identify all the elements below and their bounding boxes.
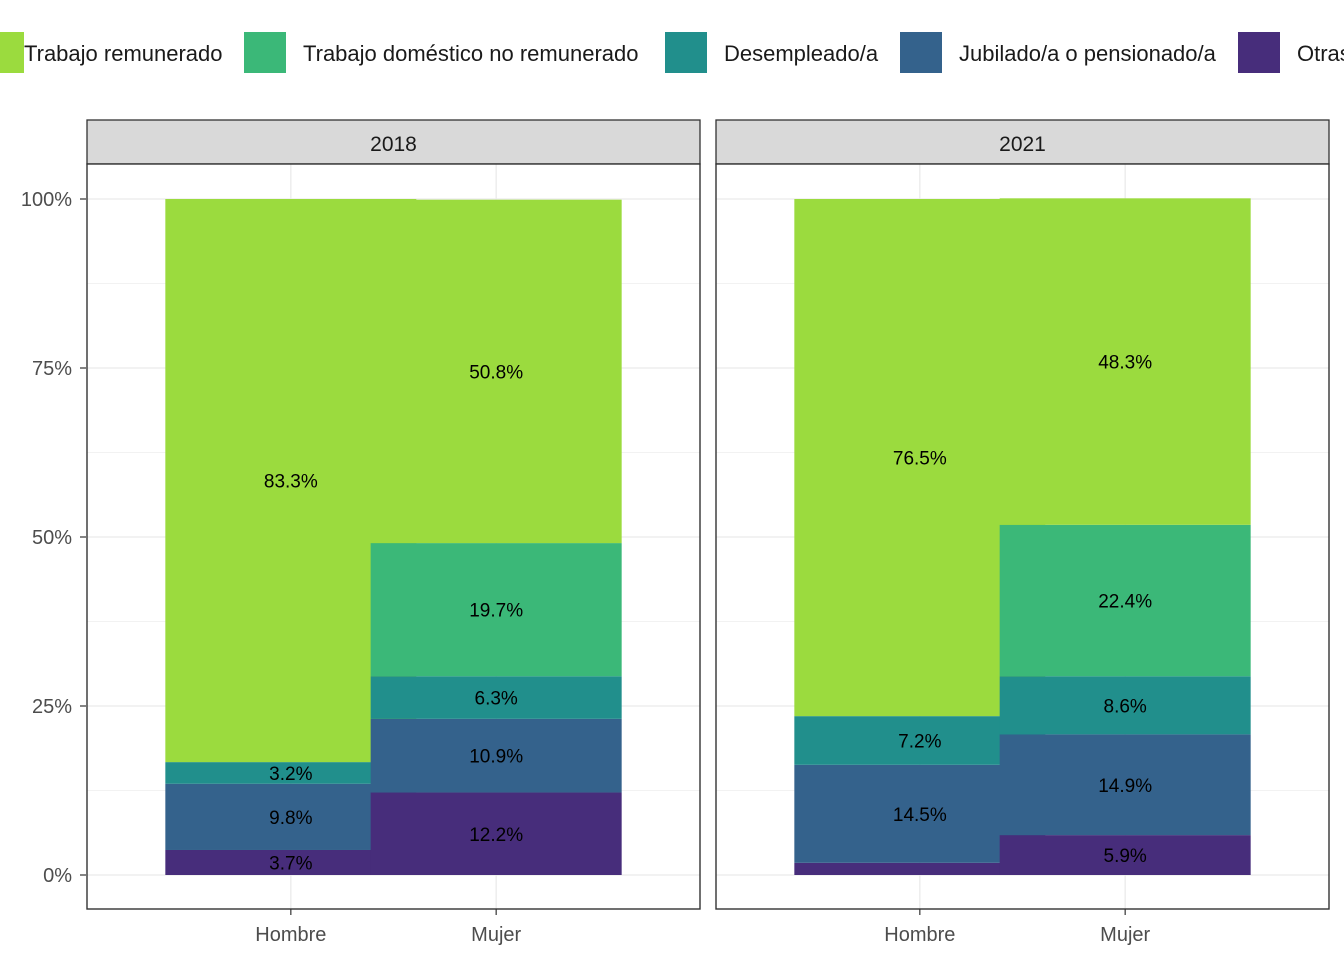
legend-swatch-0 bbox=[0, 32, 24, 73]
legend-label-0: Trabajo remunerado bbox=[24, 41, 223, 66]
x-tick-label-2018-Mujer: Mujer bbox=[471, 924, 521, 946]
y-tick-label-4: 100% bbox=[21, 189, 72, 211]
bar-segment-2018-Mujer-0 bbox=[370, 199, 622, 544]
bar-segment-2021-Hombre-4 bbox=[794, 862, 1046, 875]
legend-label-2: Desempleado/a bbox=[724, 41, 879, 66]
legend-label-1: Trabajo doméstico no remunerado bbox=[303, 41, 638, 66]
bar-label-2018-Hombre-3: 9.8% bbox=[269, 808, 312, 829]
x-tick-label-2021-Mujer: Mujer bbox=[1100, 924, 1150, 946]
facet-title-0: 2018 bbox=[370, 133, 417, 156]
facet-strip-1 bbox=[715, 119, 1330, 165]
bar-label-2021-Hombre-2: 7.2% bbox=[898, 731, 941, 752]
x-tick-label-2021-Hombre: Hombre bbox=[884, 924, 955, 946]
x-tick-label-2018-Hombre: Hombre bbox=[255, 924, 326, 946]
bar-label-2021-Mujer-3: 14.9% bbox=[1098, 776, 1152, 797]
legend-swatch-3 bbox=[900, 32, 942, 73]
bar-segment-2018-Mujer-4 bbox=[370, 792, 622, 875]
bar-segment-2018-Hombre-2 bbox=[165, 762, 417, 784]
facet-title-1: 2021 bbox=[999, 133, 1046, 156]
bar-label-2021-Mujer-2: 8.6% bbox=[1104, 696, 1147, 717]
panel-border-1 bbox=[715, 163, 1330, 910]
bar-label-2018-Mujer-4: 12.2% bbox=[469, 825, 523, 846]
bar-segment-2021-Mujer-1 bbox=[999, 524, 1251, 677]
bar-label-2021-Mujer-4: 5.9% bbox=[1104, 846, 1147, 867]
y-tick-label-0: 0% bbox=[43, 865, 72, 887]
bar-label-2021-Hombre-0: 76.5% bbox=[893, 449, 947, 470]
legend-swatch-4 bbox=[1238, 32, 1280, 73]
facet-strip-0 bbox=[86, 119, 701, 165]
legend-label-3: Jubilado/a o pensionado/a bbox=[959, 41, 1217, 66]
bar-segment-2018-Mujer-1 bbox=[370, 543, 622, 677]
bar-label-2018-Mujer-3: 10.9% bbox=[469, 747, 523, 768]
legend-swatch-1 bbox=[244, 32, 286, 73]
bar-label-2021-Mujer-0: 48.3% bbox=[1098, 353, 1152, 374]
legend-swatch-2 bbox=[665, 32, 707, 73]
bar-segment-2018-Mujer-2 bbox=[370, 676, 622, 719]
bar-segment-2021-Mujer-4 bbox=[999, 835, 1251, 875]
bar-segment-2021-Mujer-0 bbox=[999, 198, 1251, 525]
bar-label-2018-Mujer-1: 19.7% bbox=[469, 601, 523, 622]
y-tick-label-1: 25% bbox=[32, 696, 72, 718]
bar-label-2021-Hombre-3: 14.5% bbox=[893, 805, 947, 826]
y-tick-label-3: 75% bbox=[32, 358, 72, 380]
bar-segment-2021-Mujer-3 bbox=[999, 734, 1251, 836]
bar-label-2018-Hombre-4: 3.7% bbox=[269, 853, 312, 874]
bar-segment-2021-Mujer-2 bbox=[999, 676, 1251, 735]
panel-border-0 bbox=[86, 163, 701, 910]
bar-label-2018-Hombre-2: 3.2% bbox=[269, 764, 312, 785]
bar-label-2018-Mujer-2: 6.3% bbox=[475, 689, 518, 710]
bar-label-2018-Hombre-0: 83.3% bbox=[264, 472, 318, 493]
bar-segment-2018-Mujer-3 bbox=[370, 718, 622, 793]
y-tick-label-2: 50% bbox=[32, 527, 72, 549]
bar-label-2018-Mujer-0: 50.8% bbox=[469, 362, 523, 383]
legend-label-4: Otras bbox=[1297, 41, 1344, 66]
bar-label-2021-Mujer-1: 22.4% bbox=[1098, 592, 1152, 613]
